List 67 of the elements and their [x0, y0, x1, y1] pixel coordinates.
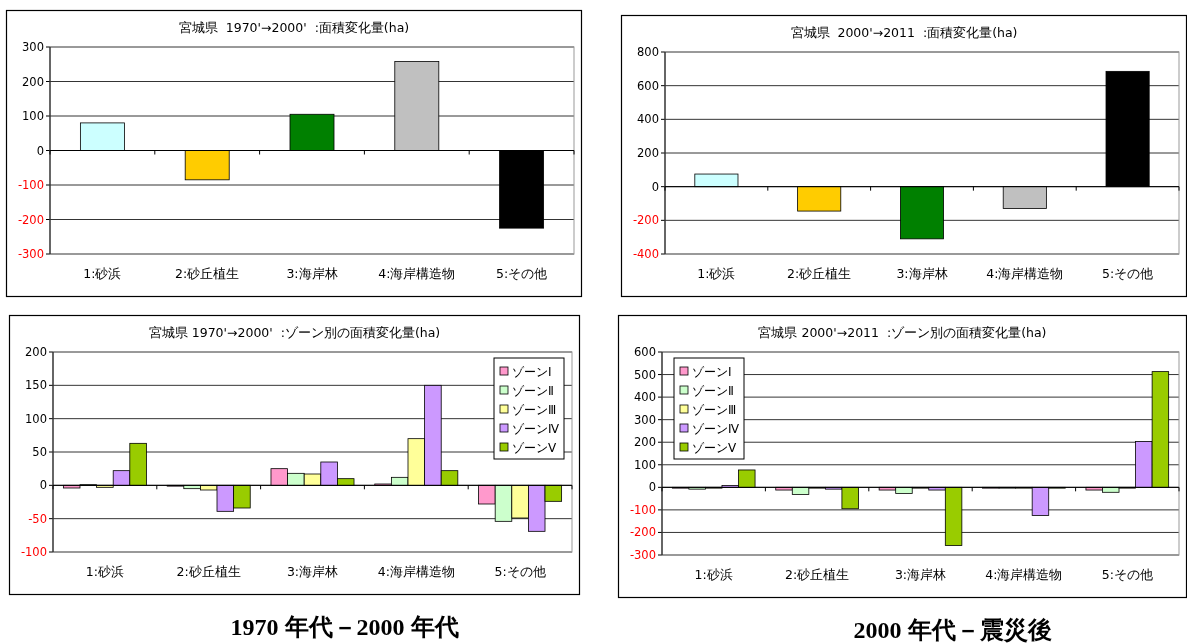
x-tick-label: 3:海岸林	[286, 564, 339, 579]
x-tick-label: 2:砂丘植生	[176, 564, 241, 579]
x-tick-label: 4:海岸構造物	[985, 567, 1063, 582]
y-tick-label: -100	[17, 178, 44, 192]
y-tick-label: 50	[32, 445, 47, 459]
y-tick-label: -300	[629, 548, 656, 562]
legend-label: ゾーンⅠ	[512, 365, 552, 379]
legend-label: ゾーンⅠ	[692, 365, 732, 379]
y-tick-label: 100	[634, 457, 656, 472]
y-tick-label: 0	[651, 179, 659, 194]
y-tick-label: 500	[634, 367, 656, 382]
y-tick-label: 600	[637, 78, 659, 93]
legend-label: ゾーンⅤ	[692, 441, 737, 455]
y-tick-label: 300	[22, 40, 44, 54]
chart-title: 宮城県 1970'→2000' :ゾーン別の面積変化量(ha)	[148, 325, 441, 340]
y-tick-label: -200	[629, 525, 656, 540]
x-tick-label: 3:海岸林	[894, 567, 947, 582]
legend-label: ゾーンⅣ	[692, 422, 740, 436]
x-tick-label: 2:砂丘植生	[785, 567, 850, 582]
y-tick-label: 200	[22, 74, 44, 89]
y-tick-label: 0	[36, 143, 44, 158]
y-tick-label: -50	[28, 511, 47, 526]
y-tick-label: -300	[17, 247, 44, 261]
x-tick-label: 2:砂丘植生	[787, 266, 852, 281]
y-tick-label: -400	[632, 247, 659, 261]
y-tick-label: 200	[634, 435, 656, 450]
y-tick-label: 150	[25, 378, 47, 393]
x-tick-label: 1:砂浜	[697, 266, 736, 281]
y-tick-label: -100	[20, 545, 47, 559]
x-tick-label: 3:海岸林	[896, 266, 948, 281]
y-tick-label: 600	[634, 345, 656, 359]
x-tick-label: 5:その他	[494, 564, 546, 579]
chart-title: 宮城県 2000'→2011 :面積変化量(ha)	[790, 25, 1018, 40]
x-tick-label: 1:砂浜	[85, 564, 124, 579]
x-tick-label: 5:その他	[1102, 266, 1154, 281]
y-tick-label: 200	[25, 345, 47, 359]
text: 1970 年代－2000 年代	[230, 614, 459, 640]
y-tick-label: -200	[632, 213, 659, 228]
chart-title: 宮城県 2000'→2011 :ゾーン別の面積変化量(ha)	[758, 325, 1047, 340]
y-tick-label: 200	[637, 146, 659, 160]
y-tick-label: 400	[634, 390, 656, 405]
x-tick-label: 4:海岸構造物	[377, 564, 455, 579]
chart-title: 宮城県 1970'→2000' :面積変化量(ha)	[178, 20, 410, 35]
y-tick-label: 100	[25, 411, 47, 426]
text: 2000 年代－震災後	[853, 617, 1052, 643]
y-tick-label: 0	[648, 480, 656, 495]
legend-label: ゾーンⅢ	[692, 403, 737, 417]
x-tick-label: 2:砂丘植生	[175, 266, 240, 281]
x-tick-label: 1:砂浜	[83, 266, 122, 281]
x-tick-label: 3:海岸林	[286, 266, 338, 281]
y-tick-label: 800	[637, 45, 659, 59]
x-tick-label: 4:海岸構造物	[986, 266, 1064, 281]
y-tick-label: -100	[629, 502, 656, 517]
y-tick-label: -200	[17, 212, 44, 227]
x-tick-label: 1:砂浜	[694, 567, 733, 582]
legend-label: ゾーンⅤ	[512, 441, 557, 455]
y-tick-label: 300	[634, 412, 656, 427]
legend-label: ゾーンⅡ	[692, 384, 734, 398]
x-tick-label: 5:その他	[1101, 567, 1153, 582]
legend-label: ゾーンⅣ	[512, 422, 560, 436]
y-tick-label: 100	[22, 109, 44, 123]
y-tick-label: 400	[637, 112, 659, 127]
legend-label: ゾーンⅡ	[512, 384, 554, 398]
y-tick-label: 0	[39, 478, 47, 493]
legend-label: ゾーンⅢ	[512, 403, 557, 417]
x-tick-label: 4:海岸構造物	[378, 266, 456, 281]
x-tick-label: 5:その他	[496, 266, 548, 281]
